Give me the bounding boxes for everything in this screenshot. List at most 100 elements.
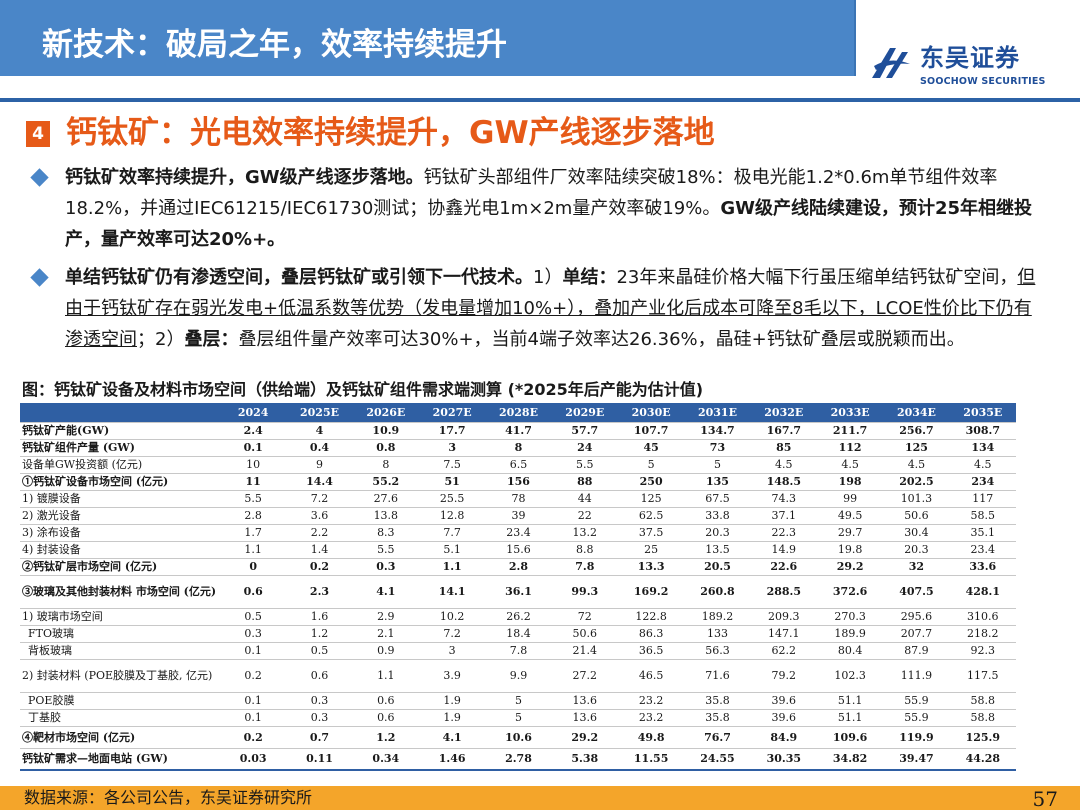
table-cell: 29.2 <box>551 726 618 749</box>
table-cell: 1.2 <box>286 625 353 643</box>
table-row: 设备单GW投资额 (亿元) 10 9 8 7.5 6.5 5.5 5 5 4.5 4.5 4.5 4.5 <box>20 456 1016 474</box>
table-cell: 29.7 <box>816 524 884 542</box>
table-cell: 0.1 <box>220 642 287 660</box>
table-cell: 19.8 <box>816 541 884 559</box>
table-cell: 7.2 <box>286 490 353 508</box>
table-cell: 30.35 <box>750 748 817 771</box>
table-cell: 101.3 <box>883 490 950 508</box>
table-cell: 27.6 <box>352 490 419 508</box>
table-cell: 7.5 <box>418 456 486 474</box>
table-cell: 0.7 <box>286 726 353 749</box>
row-label: 2) 封装材料 (POE胶膜及丁基胶, 亿元) <box>20 659 220 693</box>
table-header-row: 2024 2025E 2026E 2027E 2028E 2029E 2030E 2031E 2… <box>20 403 1016 423</box>
table-cell: 51 <box>418 473 486 491</box>
table-cell: 111.9 <box>883 659 950 693</box>
table-cell: 17.7 <box>418 422 486 440</box>
table-cell: 0.5 <box>286 642 353 660</box>
table-cell: 4.5 <box>883 456 950 474</box>
table-cell: 207.7 <box>883 625 950 643</box>
table-cell: 0.6 <box>352 692 419 710</box>
logo-text-en: SOOCHOW SECURITIES <box>920 76 1046 87</box>
table-cell: 8.3 <box>352 524 419 542</box>
table-cell: 24 <box>551 439 618 457</box>
table-cell: 4 <box>286 422 353 440</box>
row-label: ①钙钛矿设备市场空间 (亿元) <box>20 473 220 491</box>
table-cell: 67.5 <box>684 490 751 508</box>
table-cell: 8 <box>485 439 552 457</box>
table-cell: 2.8 <box>485 558 552 576</box>
table-cell: 50.6 <box>551 625 618 643</box>
table-cell: 0.6 <box>220 575 287 609</box>
table-cell: 62.5 <box>617 507 685 525</box>
table-cell: 58.8 <box>949 692 1016 710</box>
table-cell: 44.28 <box>949 748 1016 771</box>
table-cell: 0.8 <box>352 439 419 457</box>
section-number-badge: 4 <box>26 121 50 147</box>
table-cell: 26.2 <box>485 608 552 626</box>
table-cell: 112 <box>816 439 884 457</box>
table-cell: 13.5 <box>684 541 751 559</box>
table-cell: 0.6 <box>286 659 353 693</box>
table-cell: 0.1 <box>220 692 287 710</box>
table-row: 丁基胶 0.1 0.3 0.6 1.9 5 13.6 23.2 35.8 39.6 51.1 55.9… <box>20 709 1016 727</box>
bullet-underlined-text: 但由于钙钛矿存在弱光发电+低温系数等优势（发电量增加10%+），叠加产业化后成本… <box>65 267 1036 350</box>
year-header: 2032E <box>750 403 817 423</box>
table-cell: 13.6 <box>551 709 618 727</box>
table-row: 钙钛矿产能(GW) 2.4 4 10.9 17.7 41.7 57.7 107.7 134.7 1… <box>20 422 1016 440</box>
table-cell: 58.5 <box>949 507 1016 525</box>
table-cell: 13.6 <box>551 692 618 710</box>
table-cell: 37.5 <box>617 524 685 542</box>
row-label: ③玻璃及其他封装材料 市场空间 (亿元) <box>20 575 220 609</box>
table-cell: 1.4 <box>286 541 353 559</box>
table-row: 1) 镀膜设备 5.5 7.2 27.6 25.5 78 44 125 67.5 74.3 99 10… <box>20 490 1016 508</box>
table-cell: 35.8 <box>684 709 751 727</box>
table-cell: 74.3 <box>750 490 817 508</box>
table-cell: 22 <box>551 507 618 525</box>
table-cell: 5 <box>684 456 751 474</box>
table-row: 1) 玻璃市场空间 0.5 1.6 2.9 10.2 26.2 72 122.8 189.2 20… <box>20 608 1016 626</box>
table-cell: 39.6 <box>750 692 817 710</box>
table-cell: 288.5 <box>750 575 817 609</box>
row-label: 钙钛矿需求—地面电站 (GW) <box>20 748 220 771</box>
table-cell: 270.3 <box>816 608 884 626</box>
table-cell: 5.5 <box>551 456 618 474</box>
row-label: 1) 镀膜设备 <box>20 490 220 508</box>
table-cell: 24.55 <box>684 748 751 771</box>
table-cell: 79.2 <box>750 659 817 693</box>
table-cell: 7.8 <box>485 642 552 660</box>
table-cell: 13.3 <box>617 558 685 576</box>
table-cell: 209.3 <box>750 608 817 626</box>
diamond-bullet-icon <box>30 168 49 187</box>
table-cell: 1.9 <box>418 709 486 727</box>
logo-text-cn: 东吴证券 <box>920 44 1020 72</box>
table-cell: 5 <box>485 692 552 710</box>
table-cell: 58.8 <box>949 709 1016 727</box>
table-cell: 25 <box>617 541 685 559</box>
table-cell: 372.6 <box>816 575 884 609</box>
bullet-part-marker: 1） <box>533 267 563 288</box>
table-cell: 34.82 <box>816 748 884 771</box>
table-cell: 18.4 <box>485 625 552 643</box>
table-cell: 119.9 <box>883 726 950 749</box>
table-cell: 135 <box>684 473 751 491</box>
row-label: FTO玻璃 <box>20 625 220 643</box>
table-cell: 0.34 <box>352 748 419 771</box>
table-row: 背板玻璃 0.1 0.5 0.9 3 7.8 21.4 36.5 56.3 62.2 80.4 87.… <box>20 642 1016 660</box>
table-row: ②钙钛矿层市场空间 (亿元) 0 0.2 0.3 1.1 2.8 7.8 13.3 20.5 22… <box>20 558 1016 576</box>
table-cell: 1.2 <box>352 726 419 749</box>
table-cell: 167.7 <box>750 422 817 440</box>
row-label: ②钙钛矿层市场空间 (亿元) <box>20 558 220 576</box>
table-cell: 0.4 <box>286 439 353 457</box>
table-row: 钙钛矿需求—地面电站 (GW) 0.03 0.11 0.34 1.46 2.78 5.38 1… <box>20 748 1016 771</box>
table-cell: 1.9 <box>418 692 486 710</box>
table-cell: 0 <box>220 558 287 576</box>
table-row: 4) 封装设备 1.1 1.4 5.5 5.1 15.6 8.8 25 13.5 14.9 19.8… <box>20 541 1016 559</box>
year-header: 2027E <box>418 403 486 423</box>
table-cell: 3 <box>418 439 486 457</box>
table-cell: 133 <box>684 625 751 643</box>
table-cell: 88 <box>551 473 618 491</box>
table-cell: 33.6 <box>949 558 1016 576</box>
table-cell: 78 <box>485 490 552 508</box>
data-source-note: 数据来源：各公司公告，东吴证券研究所 <box>24 788 313 807</box>
table-cell: 4.1 <box>418 726 486 749</box>
